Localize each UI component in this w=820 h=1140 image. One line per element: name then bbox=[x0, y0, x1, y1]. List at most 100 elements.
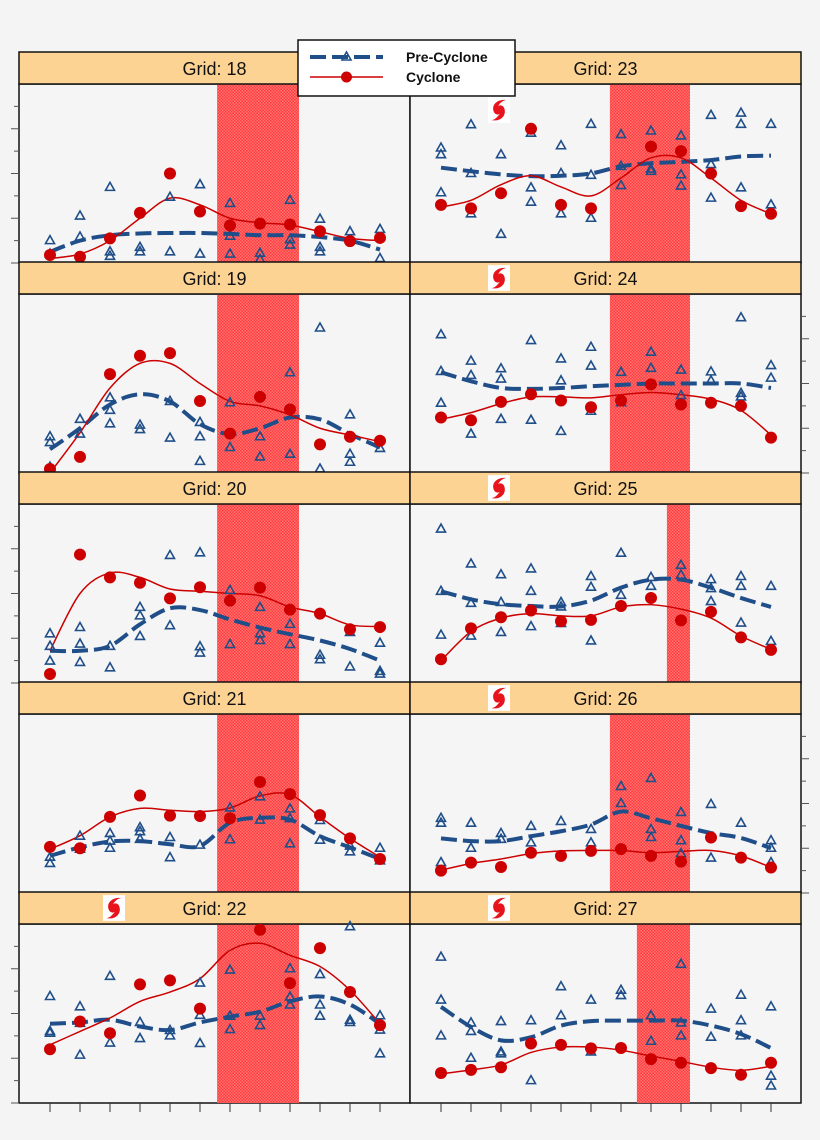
cyclone-point bbox=[615, 394, 627, 407]
pre-cyclone-point bbox=[525, 562, 537, 573]
panel-strip bbox=[409, 471, 802, 505]
pre-cyclone-point bbox=[615, 588, 627, 600]
pre-cyclone-point bbox=[224, 396, 236, 407]
panel-title: Grid: 18 bbox=[182, 59, 246, 79]
pre-cyclone-point bbox=[765, 1069, 777, 1080]
pre-cyclone-point bbox=[284, 637, 296, 649]
cyclone-point bbox=[735, 200, 747, 213]
pre-cyclone-point bbox=[735, 1029, 747, 1040]
pre-cyclone-point bbox=[585, 211, 597, 223]
cyclone-point bbox=[525, 388, 537, 401]
pre-cyclone-point bbox=[555, 374, 567, 385]
pre-cyclone-point bbox=[194, 976, 206, 987]
pre-cyclone-point bbox=[735, 579, 747, 591]
pre-cyclone-point bbox=[735, 106, 747, 117]
cyclone-point bbox=[705, 605, 717, 618]
pre-cyclone-point bbox=[585, 569, 597, 581]
cyclone-point bbox=[284, 403, 296, 416]
cyclone-point bbox=[104, 810, 116, 823]
pre-cyclone-point bbox=[224, 637, 236, 649]
cyclone-point bbox=[314, 225, 326, 238]
pre-cyclone-point bbox=[104, 245, 116, 256]
pre-cyclone-point bbox=[765, 1079, 777, 1090]
panel-strip bbox=[18, 261, 411, 295]
cyclone-point bbox=[134, 978, 146, 991]
pre-cyclone-point bbox=[465, 596, 477, 608]
cyclone-point bbox=[134, 789, 146, 802]
pre-cyclone-point bbox=[435, 522, 447, 533]
pre-cyclone-point bbox=[435, 950, 447, 961]
hurricane-icon bbox=[103, 895, 125, 921]
pre-cyclone-point bbox=[104, 969, 116, 981]
cyclone-point bbox=[284, 218, 296, 231]
pre-cyclone-point bbox=[224, 229, 236, 240]
pre-cyclone-point bbox=[254, 633, 266, 645]
cyclone-point bbox=[164, 592, 176, 605]
panel-title: Grid: 26 bbox=[573, 689, 637, 709]
pre-cyclone-point bbox=[555, 980, 567, 991]
pre-cyclone-point bbox=[765, 579, 777, 591]
hurricane-icon bbox=[488, 895, 510, 921]
pre-cyclone-point bbox=[615, 988, 627, 1000]
plot-area bbox=[18, 713, 411, 894]
pre-cyclone-point bbox=[374, 841, 386, 853]
plot-area bbox=[18, 923, 411, 1104]
pre-cyclone-point bbox=[675, 568, 687, 579]
pre-cyclone-point bbox=[495, 832, 507, 844]
panel-title: Grid: 27 bbox=[573, 899, 637, 919]
cyclone-point bbox=[284, 603, 296, 616]
pre-cyclone-point bbox=[525, 1073, 537, 1085]
cyclone-point bbox=[495, 187, 507, 200]
pre-cyclone-point bbox=[74, 427, 86, 438]
pre-cyclone-point bbox=[134, 832, 146, 844]
pre-cyclone-point bbox=[525, 836, 537, 847]
pre-cyclone-point bbox=[104, 180, 116, 192]
pre-cyclone-point bbox=[585, 634, 597, 645]
pre-cyclone-point bbox=[555, 166, 567, 178]
pre-cyclone-point bbox=[495, 412, 507, 424]
pre-cyclone-point bbox=[104, 249, 116, 261]
pre-cyclone-point bbox=[284, 238, 296, 249]
cyclone-point bbox=[374, 1019, 386, 1032]
pre-cyclone-point bbox=[134, 240, 146, 252]
pre-cyclone-point bbox=[675, 168, 687, 179]
pre-cyclone-point bbox=[555, 600, 567, 611]
pre-cyclone-point bbox=[495, 1045, 507, 1056]
cyclone-point bbox=[374, 434, 386, 447]
cyclone-point bbox=[344, 986, 356, 999]
pre-cyclone-point bbox=[74, 829, 86, 840]
pre-cyclone-point bbox=[104, 841, 116, 853]
pre-cyclone-point bbox=[645, 361, 657, 373]
cyclone-point bbox=[495, 611, 507, 624]
pre-cyclone-point bbox=[705, 851, 717, 862]
pre-cyclone-point bbox=[74, 637, 86, 648]
pre-cyclone-point bbox=[495, 362, 507, 373]
pre-cyclone-point bbox=[344, 660, 356, 671]
cyclone-point bbox=[284, 788, 296, 801]
pre-cyclone-point bbox=[495, 568, 507, 579]
pre-cyclone-point bbox=[765, 371, 777, 382]
hurricane-icon bbox=[488, 475, 510, 501]
pre-cyclone-point bbox=[74, 230, 86, 241]
cyclone-point bbox=[44, 1043, 56, 1056]
cyclone-point bbox=[435, 864, 447, 877]
cyclone-point bbox=[254, 776, 266, 789]
pre-cyclone-point bbox=[134, 821, 146, 832]
pre-cyclone-point bbox=[465, 816, 477, 827]
pre-cyclone-point bbox=[615, 178, 627, 190]
legend-box bbox=[297, 39, 516, 97]
cyclone-point bbox=[495, 395, 507, 408]
panel-title: Grid: 22 bbox=[182, 899, 246, 919]
pre-cyclone-point bbox=[194, 838, 206, 849]
cyclone-point bbox=[224, 219, 236, 232]
pre-cyclone-point bbox=[555, 595, 567, 607]
cyclone-point bbox=[344, 832, 356, 845]
cyclone-point bbox=[314, 942, 326, 955]
cyclone-point bbox=[705, 1062, 717, 1075]
pre-cyclone-point bbox=[134, 245, 146, 256]
pre-cyclone-point bbox=[585, 822, 597, 834]
pre-cyclone-point bbox=[465, 368, 477, 380]
pre-cyclone-point bbox=[164, 851, 176, 862]
cyclone-point bbox=[104, 368, 116, 381]
